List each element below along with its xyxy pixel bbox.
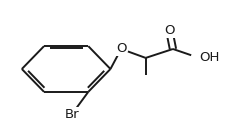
Text: OH: OH	[198, 51, 218, 64]
Text: O: O	[115, 43, 126, 55]
Text: Br: Br	[64, 108, 79, 121]
Text: O: O	[164, 24, 174, 37]
